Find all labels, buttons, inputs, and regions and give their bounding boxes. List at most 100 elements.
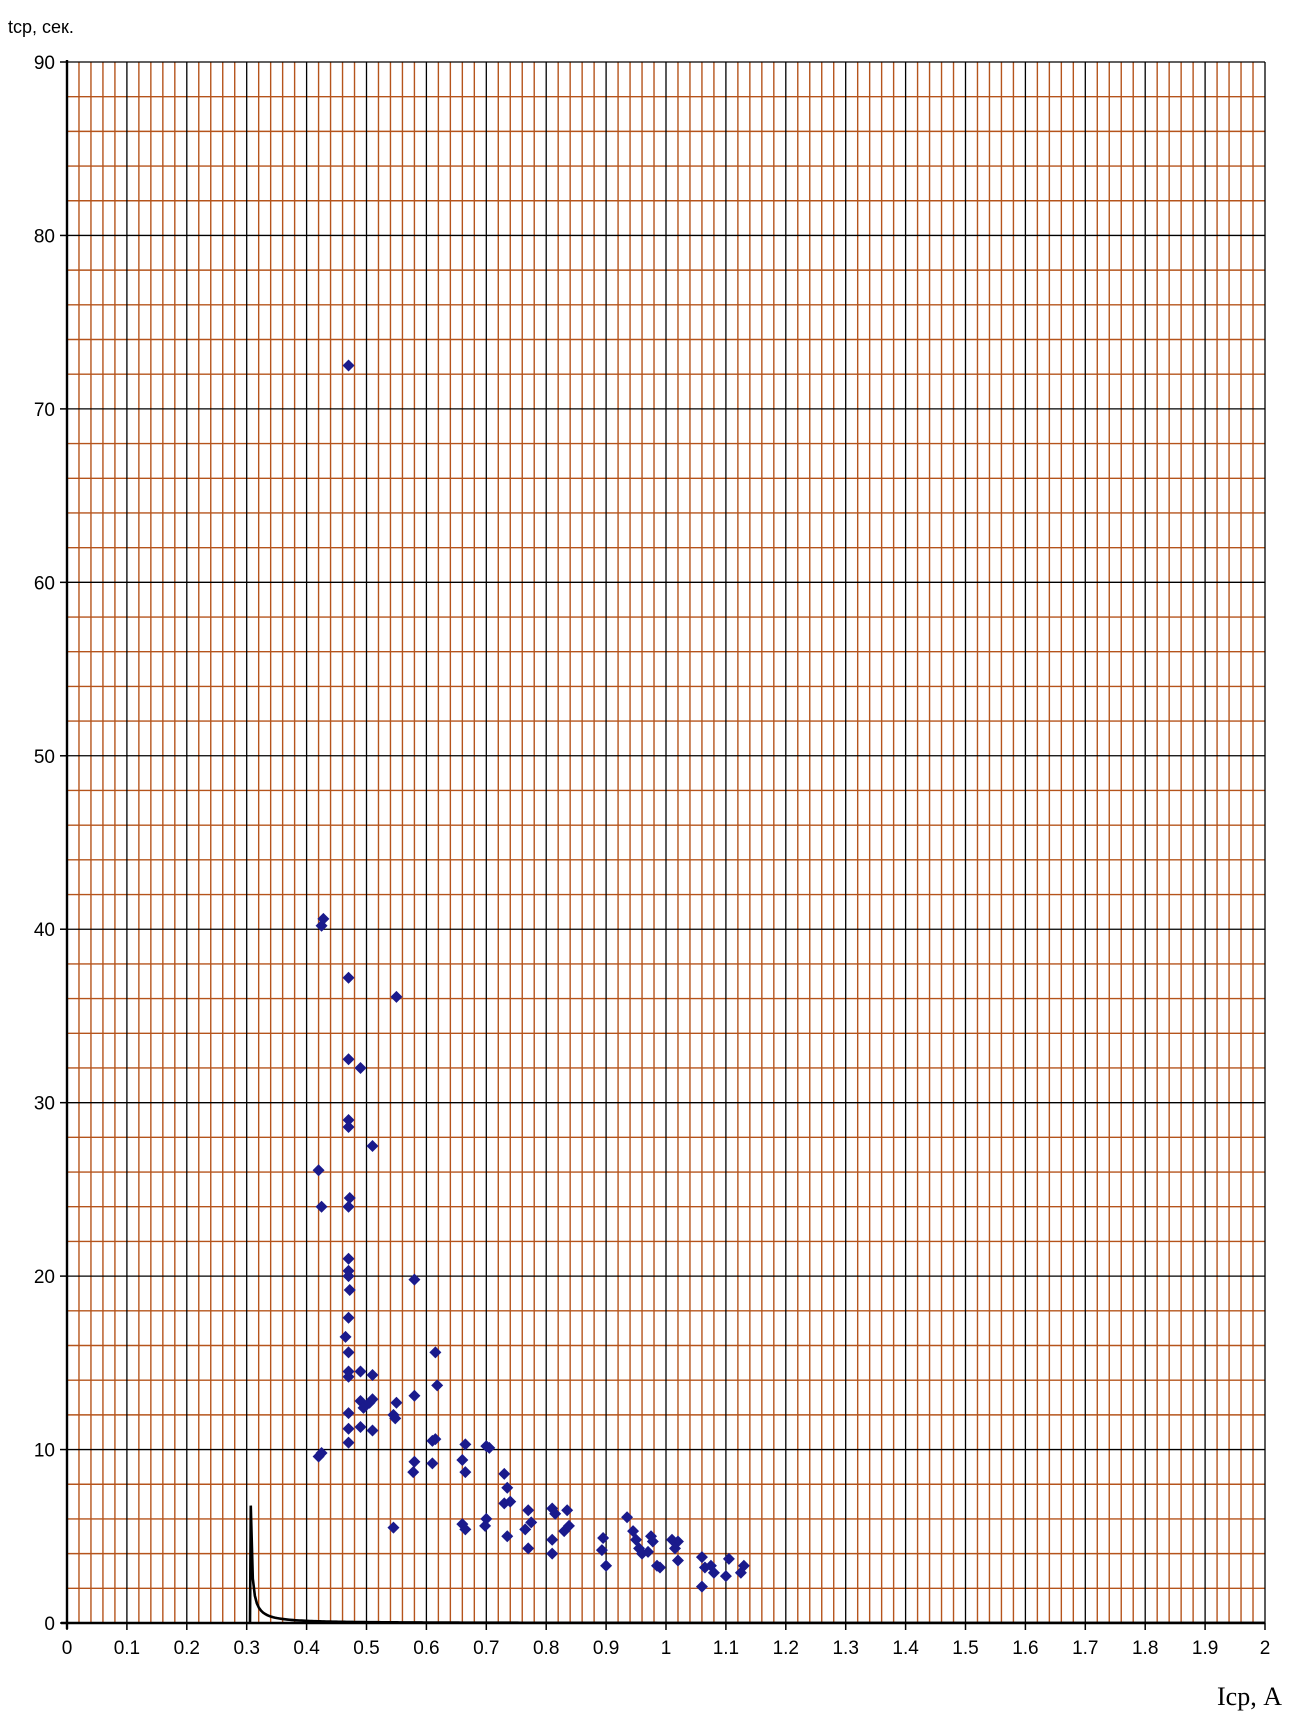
data-point: [668, 1542, 681, 1555]
data-point: [707, 1566, 720, 1579]
data-point: [546, 1547, 559, 1560]
fit-curve-line: [248, 1505, 1265, 1623]
data-point: [342, 1120, 355, 1133]
data-point: [342, 1200, 355, 1213]
data-point: [431, 1379, 444, 1392]
x-tick-label: 0: [62, 1638, 73, 1659]
y-tick-label: 30: [34, 1094, 55, 1115]
data-point: [342, 1252, 355, 1265]
data-point: [734, 1566, 747, 1579]
x-tick-label: 0.9: [593, 1638, 619, 1659]
y-tick-label: 40: [34, 920, 55, 941]
data-point: [366, 1424, 379, 1437]
y-tick-label: 0: [44, 1614, 55, 1635]
data-point: [695, 1580, 708, 1593]
data-point: [389, 1412, 402, 1425]
data-point: [342, 1422, 355, 1435]
data-point: [426, 1457, 439, 1470]
y-axis-title: tср, сек.: [8, 17, 74, 37]
x-tick-label: 0.2: [174, 1638, 200, 1659]
x-tick-label: 1.8: [1132, 1638, 1158, 1659]
data-point: [408, 1389, 421, 1402]
minor-grid: [67, 62, 1265, 1623]
data-point: [342, 1407, 355, 1420]
data-point: [671, 1554, 684, 1567]
x-tick-label: 1.7: [1072, 1638, 1098, 1659]
data-point: [354, 1365, 367, 1378]
y-tick-label: 90: [34, 53, 55, 74]
data-point: [429, 1346, 442, 1359]
data-point: [354, 1421, 367, 1434]
x-axis-title: Iср, А: [1217, 1682, 1282, 1711]
data-point: [525, 1516, 538, 1529]
data-point: [654, 1561, 667, 1574]
data-point: [312, 1450, 325, 1463]
x-tick-label: 0.1: [114, 1638, 140, 1659]
x-tick-labels: 0 0.1 0.2 0.3 0.4 0.5 0.6 0.7 0.8 0.9 1 1.1 1.2 1.3 1.…: [62, 1638, 1271, 1659]
data-point: [479, 1519, 492, 1532]
data-point: [342, 1346, 355, 1359]
x-tick-label: 0.6: [413, 1638, 439, 1659]
data-point: [498, 1467, 511, 1480]
x-tick-label: 0.3: [233, 1638, 259, 1659]
data-point: [522, 1542, 535, 1555]
data-point: [459, 1438, 472, 1451]
data-point: [597, 1532, 610, 1545]
y-tick-label: 20: [34, 1267, 55, 1288]
data-point: [501, 1530, 514, 1543]
data-point: [695, 1551, 708, 1564]
data-point: [522, 1504, 535, 1517]
data-point: [459, 1523, 472, 1536]
data-point: [342, 359, 355, 372]
data-point: [342, 1270, 355, 1283]
x-tick-label: 1: [661, 1638, 672, 1659]
x-tick-label: 1.4: [892, 1638, 919, 1659]
data-point: [390, 1396, 403, 1409]
data-point: [408, 1455, 421, 1468]
data-point: [354, 1061, 367, 1074]
data-point: [561, 1504, 574, 1517]
data-point: [621, 1511, 634, 1524]
data-point: [363, 1396, 376, 1409]
x-tick-label: 2: [1260, 1638, 1271, 1659]
data-point: [459, 1466, 472, 1479]
data-point: [600, 1559, 613, 1572]
data-point: [595, 1544, 608, 1557]
data-point: [426, 1434, 439, 1447]
data-point: [342, 971, 355, 984]
x-tick-label: 1.9: [1192, 1638, 1218, 1659]
data-point: [315, 1200, 328, 1213]
x-tick-label: 0.7: [473, 1638, 499, 1659]
x-tick-label: 1.5: [952, 1638, 978, 1659]
y-tick-label: 70: [34, 400, 55, 421]
x-tick-label: 1.2: [773, 1638, 799, 1659]
y-tick-label: 10: [34, 1441, 55, 1462]
data-point: [342, 1311, 355, 1324]
data-point: [483, 1441, 496, 1454]
x-tick-label: 1.3: [832, 1638, 858, 1659]
data-point: [546, 1533, 559, 1546]
data-point: [343, 1283, 356, 1296]
data-point: [456, 1453, 469, 1466]
data-point: [366, 1140, 379, 1153]
data-point: [549, 1507, 562, 1520]
data-point: [343, 1192, 356, 1205]
data-point: [390, 990, 403, 1003]
y-tick-labels: 0 10 20 30 40 50 60 70 80 90: [34, 53, 55, 1635]
major-grid: [67, 61, 1266, 1623]
x-tick-label: 0.4: [293, 1638, 320, 1659]
data-point: [501, 1481, 514, 1494]
data-point: [387, 1521, 400, 1534]
y-tick-label: 60: [34, 573, 55, 594]
x-tick-label: 1.6: [1012, 1638, 1038, 1659]
y-tick-label: 80: [34, 226, 55, 247]
data-point: [646, 1535, 659, 1548]
x-tick-label: 0.8: [533, 1638, 559, 1659]
axes: [60, 60, 1266, 1630]
data-point: [342, 1370, 355, 1383]
data-point: [407, 1466, 420, 1479]
data-point: [519, 1523, 532, 1536]
x-tick-label: 0.5: [353, 1638, 379, 1659]
data-point: [312, 1164, 325, 1177]
